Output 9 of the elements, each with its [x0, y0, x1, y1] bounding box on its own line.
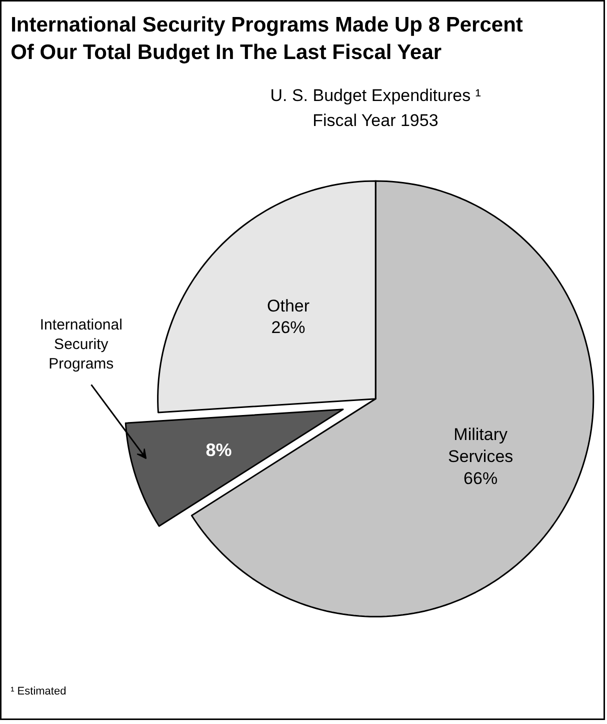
- chart-title: International Security Programs Made Up 8 Percent Of Our Total Budget In The Last Fiscal Year: [10, 14, 523, 64]
- data-label: 26%: [271, 318, 306, 338]
- text: ¹ Estimated: [10, 685, 66, 698]
- slice-label: Other: [267, 296, 310, 316]
- data-label: 8%: [206, 440, 232, 460]
- slice-label: Military Services: [448, 425, 514, 466]
- slice-label: International Security Programs: [40, 316, 122, 372]
- chart-subtitle: U. S. Budget Expenditures ¹ Fiscal Year 1953: [270, 86, 482, 130]
- data-label: 66%: [464, 468, 498, 488]
